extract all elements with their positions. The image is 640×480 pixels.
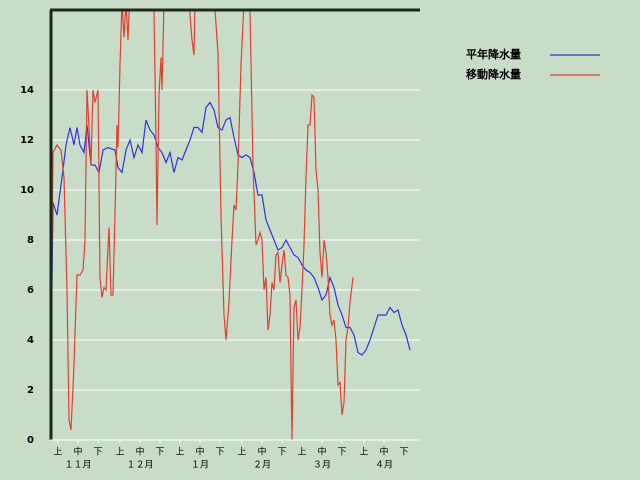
month-label: １１月: [64, 460, 91, 471]
series-line: [50, 10, 354, 440]
legend-label: 移動降水量: [466, 67, 521, 81]
month-label: １２月: [126, 460, 153, 471]
x-tick-label: 上: [237, 447, 246, 458]
x-tick-label: 下: [399, 448, 408, 458]
y-tick-label: 12: [20, 135, 34, 146]
y-tick-label: 14: [20, 85, 34, 96]
x-tick-label: 中: [135, 446, 144, 458]
y-tick-label: 10: [20, 185, 34, 196]
y-tick-label: 0: [27, 435, 34, 446]
plot: [50, 10, 411, 440]
x-tick-label: 上: [175, 447, 184, 458]
series-line: [50, 101, 411, 440]
x-tick-label: 上: [297, 447, 306, 458]
month-label: ２月: [253, 460, 271, 471]
x-tick-label: 下: [155, 448, 164, 458]
x-tick-label: 下: [215, 448, 224, 458]
x-tick-label: 中: [195, 446, 204, 458]
x-tick-label: 下: [277, 448, 286, 458]
x-tick-label: 上: [359, 447, 368, 458]
legend-label: 平年降水量: [466, 47, 521, 61]
month-label: ４月: [375, 460, 393, 471]
y-tick-label: 8: [27, 235, 34, 246]
x-tick-label: 中: [73, 446, 82, 458]
x-tick-label: 中: [317, 446, 326, 458]
y-tick-label: 6: [27, 285, 34, 296]
x-tick-label: 上: [53, 447, 62, 458]
x-tick-label: 中: [379, 446, 388, 458]
x-tick-label: 中: [257, 446, 266, 458]
x-tick-label: 上: [115, 447, 124, 458]
x-tick-label: 下: [93, 448, 102, 458]
y-tick-label: 4: [27, 335, 34, 346]
labels: 02468101214上中下上中下上中下上中下上中下上中下１１月 １２月 １月 ２月 ３…: [20, 85, 408, 471]
x-tick-label: 下: [337, 448, 346, 458]
y-tick-label: 2: [27, 385, 34, 396]
month-label: １月: [191, 460, 209, 471]
month-label: ３月: [313, 460, 331, 471]
